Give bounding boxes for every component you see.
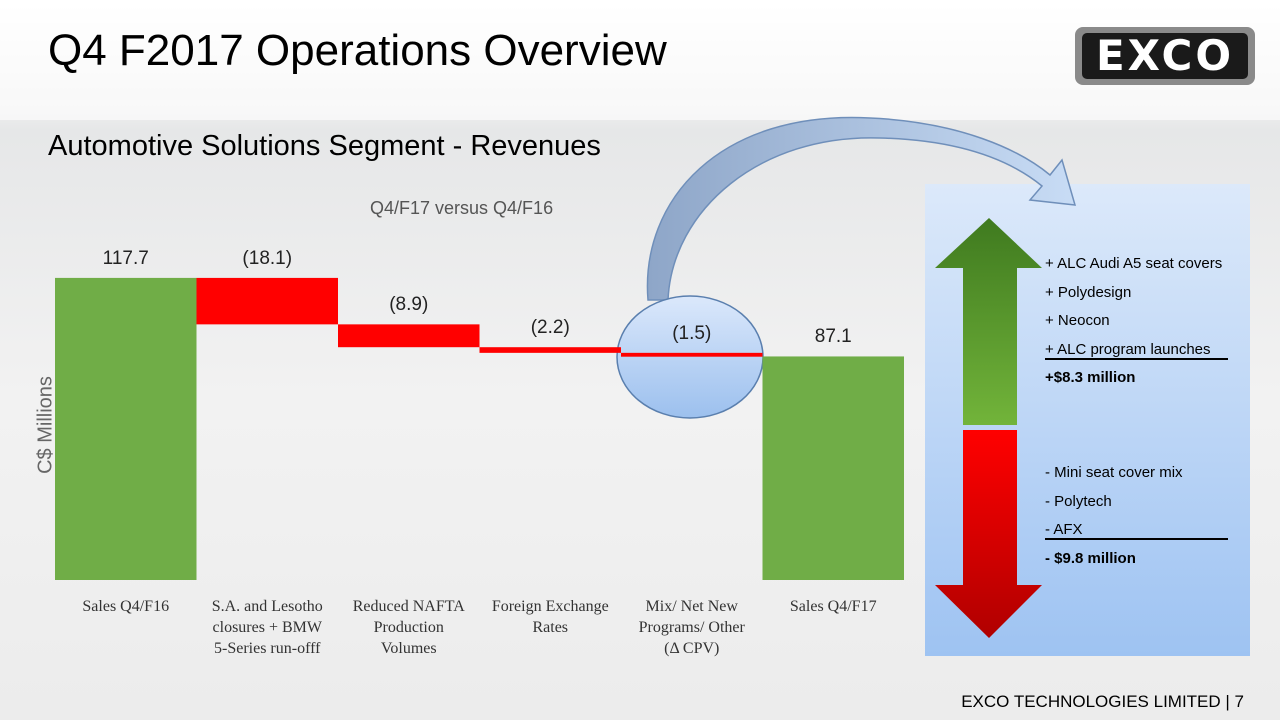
highlight-ellipse (616, 295, 764, 419)
value-label: (8.9) (389, 294, 429, 316)
value-label: 117.7 (102, 247, 149, 269)
header-band (0, 0, 1280, 120)
increase-item: + Neocon (1045, 312, 1110, 329)
increase-item: + ALC program launches (1045, 341, 1228, 360)
bar (621, 352, 763, 357)
value-label: 87.1 (814, 326, 852, 348)
bar (479, 347, 621, 353)
value-label: (2.2) (530, 317, 570, 339)
increase-total: +$8.3 million (1045, 369, 1136, 386)
value-label: (18.1) (242, 247, 293, 269)
bar (762, 356, 904, 580)
decrease-item: - Polytech (1045, 492, 1112, 510)
x-tick-label: Mix/ Net New Programs/ Other (Δ CPV) (638, 598, 745, 657)
bar (196, 277, 338, 325)
decrease-total: - $9.8 million (1045, 550, 1136, 567)
down-arrow (935, 430, 1042, 638)
curved-arrow (646, 116, 1077, 301)
up-arrow (935, 218, 1042, 425)
increase-item: + Polydesign (1045, 283, 1132, 301)
logo-text: EXCO (1095, 31, 1235, 80)
increase-item: + ALC Audi A5 seat covers (1045, 255, 1223, 272)
x-tick-label: Foreign Exchange Rates (491, 598, 609, 636)
subtitle: Automotive Solutions Segment - Revenues (48, 130, 601, 162)
slide-title: Q4 F2017 Operations Overview (48, 26, 667, 75)
value-label: (1.5) (672, 322, 712, 344)
bar (55, 277, 197, 580)
footer: EXCO TECHNOLOGIES LIMITED | 7 (961, 692, 1244, 711)
chart-title: Q4/F17 versus Q4/F16 (370, 198, 554, 218)
x-tick-label: S.A. and Lesotho closures + BMW 5-Series… (211, 598, 323, 657)
x-tick-label: Sales Q4/F17 (789, 598, 877, 615)
decrease-item: - AFX (1045, 521, 1228, 540)
x-tick-label: Sales Q4/F16 (82, 598, 170, 615)
x-tick-label: Reduced NAFTA Production Volumes (352, 598, 465, 657)
y-axis-label: C$ Millions (34, 376, 56, 474)
bar (338, 324, 480, 348)
logo-inner (1082, 33, 1248, 79)
decrease-item: - Mini seat cover mix (1045, 464, 1183, 481)
